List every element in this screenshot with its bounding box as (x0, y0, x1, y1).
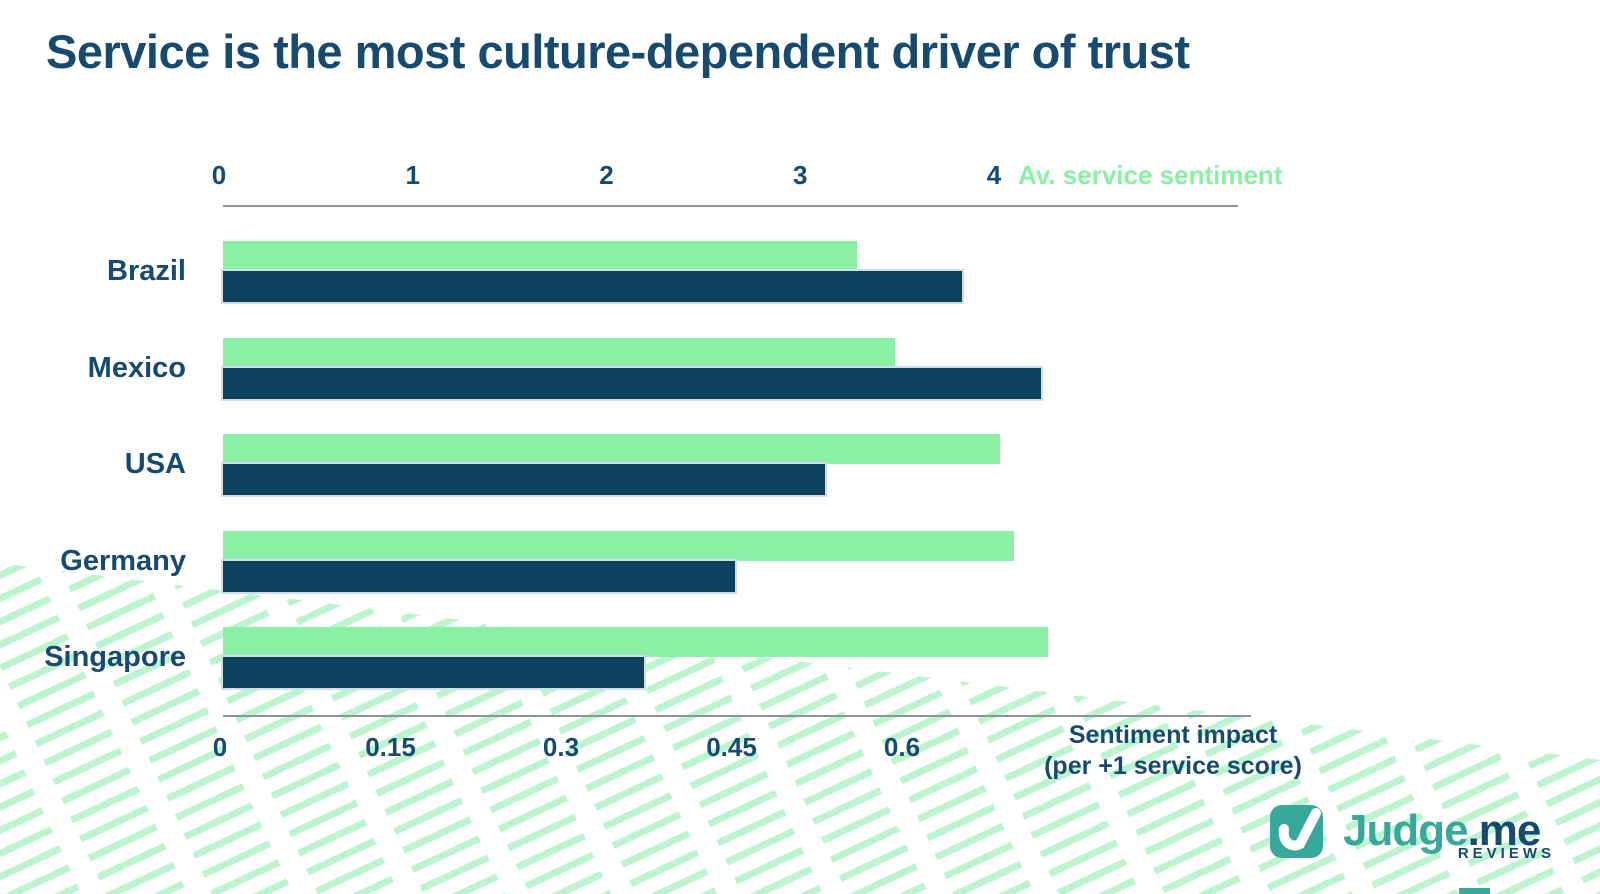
chart-title: Service is the most culture-dependent dr… (46, 25, 1190, 78)
top-axis-tick-2: 2 (599, 160, 614, 190)
impact-bar-germany (223, 561, 735, 592)
top-axis-tick-3: 3 (793, 160, 808, 190)
bottom-axis-tick-0.6: 0.6 (883, 732, 921, 762)
sentiment-bar-germany (223, 531, 1014, 561)
bottom-axis-tick-0: 0 (212, 732, 228, 762)
row-label-brazil: Brazil (107, 255, 186, 287)
top-axis-label: Av. service sentiment (1018, 160, 1283, 190)
judgeme-logo-icon (1270, 805, 1323, 863)
bottom-axis-label-line2: (per +1 service score) (1044, 752, 1302, 780)
sentiment-bar-singapore (223, 627, 1048, 657)
row-label-singapore: Singapore (44, 641, 186, 673)
impact-bar-mexico (223, 368, 1041, 399)
row-label-germany: Germany (60, 545, 186, 577)
bottom-edge-decoration (1459, 888, 1490, 894)
impact-bar-usa (223, 464, 825, 495)
top-axis-tick-0: 0 (211, 160, 227, 190)
logo-reviews-label: REVIEWS (1457, 845, 1555, 862)
bottom-axis-tick-0.15: 0.15 (365, 732, 416, 762)
logo-text-judge: Judge (1343, 806, 1469, 855)
impact-bar-singapore (223, 657, 644, 688)
sentiment-bar-brazil (223, 241, 857, 271)
bottom-axis-line (223, 715, 1251, 717)
top-axis-line (223, 205, 1238, 207)
impact-bar-brazil (223, 271, 962, 302)
bottom-axis-tick-0.45: 0.45 (706, 732, 757, 762)
logo-wordmark: Judge.me (1343, 806, 1555, 856)
top-axis-tick-4: 4 (986, 160, 1002, 190)
top-axis-tick-1: 1 (405, 160, 420, 190)
row-label-usa: USA (124, 448, 186, 480)
sentiment-bar-mexico (223, 338, 895, 368)
bottom-axis-label-line1: Sentiment impact (1068, 721, 1278, 749)
row-label-mexico: Mexico (87, 352, 186, 384)
sentiment-bar-usa (223, 434, 1000, 464)
logo-text-me: .me (1467, 806, 1542, 855)
bottom-axis-label: Sentiment impact (per +1 service score) (1042, 720, 1304, 782)
bottom-axis-tick-0.3: 0.3 (542, 732, 580, 762)
